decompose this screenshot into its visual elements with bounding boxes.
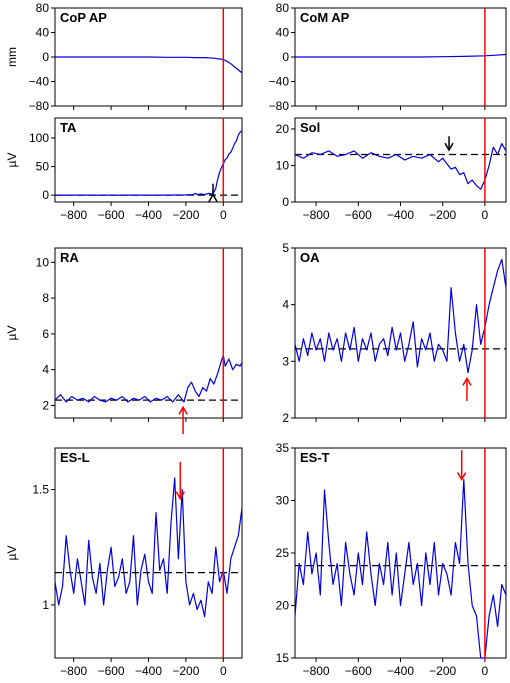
y-tick-label: 80 [36,1,50,15]
y-axis-label: µV [5,153,19,168]
y-tick-label: −80 [29,99,50,113]
x-tick-label: −600 [98,208,125,222]
series-line [294,478,507,659]
panel-title: Sol [300,120,320,135]
series-line [55,56,243,74]
series-line [55,130,243,196]
x-tick-label: −400 [135,664,162,678]
y-tick-label: 5 [282,241,289,255]
y-tick-label: −40 [269,75,290,89]
x-tick-label: −800 [303,664,330,678]
panel-oa: 2 3 4 5 OA [282,241,507,425]
x-tick-label: −800 [60,208,87,222]
y-tick-label: 0 [42,188,49,202]
panel-ta: 0 50 100 −800 −600 −400 −200 0 TA µV [5,117,243,222]
x-tick-label: −200 [172,664,199,678]
y-tick-label: 0 [282,195,289,209]
series-line [294,143,507,190]
x-tick-label: −200 [429,664,456,678]
x-tick-label: −400 [135,208,162,222]
panel-title: ES-L [60,450,90,465]
y-tick-label: 6 [42,327,49,341]
y-tick-label: 40 [36,26,50,40]
plot-frame [294,117,507,203]
y-tick-label: 2 [42,398,49,412]
y-tick-label: −80 [269,99,290,113]
plot-frame [54,117,243,203]
panel-com-ap: 80 40 0 −40 −80 CoM AP [269,1,507,113]
y-tick-label: 30 [276,494,290,508]
y-tick-label: 10 [36,255,50,269]
y-tick-label: 50 [36,160,50,174]
arrow-head [178,405,188,415]
plot-frame [54,247,243,419]
series-line [294,258,507,374]
x-tick-label: −200 [172,208,199,222]
y-axis-label: µV [5,546,19,561]
x-tick-label: 0 [220,664,227,678]
panel-cop-ap: 80 40 0 −40 −80 CoP AP mm [5,1,243,113]
x-tick-label: 0 [482,208,489,222]
panel-title: CoM AP [300,10,350,25]
arrow-head [208,193,218,202]
y-tick-label: 4 [42,363,49,377]
series-line [295,53,507,58]
y-tick-label: 1 [42,598,49,612]
y-tick-label: 20 [276,122,290,136]
panel-title: ES-T [300,450,330,465]
x-tick-label: −400 [387,664,414,678]
panel-title: RA [60,250,79,265]
arrow-head [457,472,467,482]
panel-sol: 0 10 20 −800 −600 −400 −200 0 Sol [276,117,507,222]
x-tick-label: −800 [303,208,330,222]
y-tick-label: 15 [276,651,290,665]
y-tick-label: 0 [282,50,289,64]
y-tick-label: 100 [29,131,49,145]
y-tick-label: −40 [29,75,50,89]
arrow-head [444,142,454,152]
panel-ra: 2 4 6 8 10 RA µV [5,247,243,435]
series-line [54,477,243,618]
x-tick-label: −600 [345,208,372,222]
y-tick-label: 1.5 [32,483,49,497]
y-tick-label: 10 [276,158,290,172]
x-tick-label: −400 [387,208,414,222]
y-tick-label: 8 [42,291,49,305]
arrow-head [175,491,185,501]
y-tick-label: 80 [276,1,290,15]
plot-frame [54,447,243,659]
panel-title: CoP AP [60,10,107,25]
x-tick-label: 0 [220,208,227,222]
y-axis-label: mm [5,47,19,67]
y-axis-label: µV [5,326,19,341]
x-tick-label: −600 [345,664,372,678]
y-tick-label: 20 [276,599,290,613]
y-tick-label: 2 [282,411,289,425]
y-tick-label: 35 [276,441,290,455]
y-tick-label: 0 [42,50,49,64]
plot-frame [294,447,507,659]
series-line [54,354,243,403]
panel-title: OA [300,250,320,265]
x-tick-label: −200 [429,208,456,222]
x-tick-label: −600 [98,664,125,678]
y-tick-label: 4 [282,298,289,312]
panel-title: TA [60,120,77,135]
y-tick-label: 25 [276,546,290,560]
x-tick-label: −800 [60,664,87,678]
arrow-head [462,376,472,386]
x-tick-label: 0 [482,664,489,678]
y-tick-label: 40 [276,26,290,40]
y-tick-label: 3 [282,354,289,368]
